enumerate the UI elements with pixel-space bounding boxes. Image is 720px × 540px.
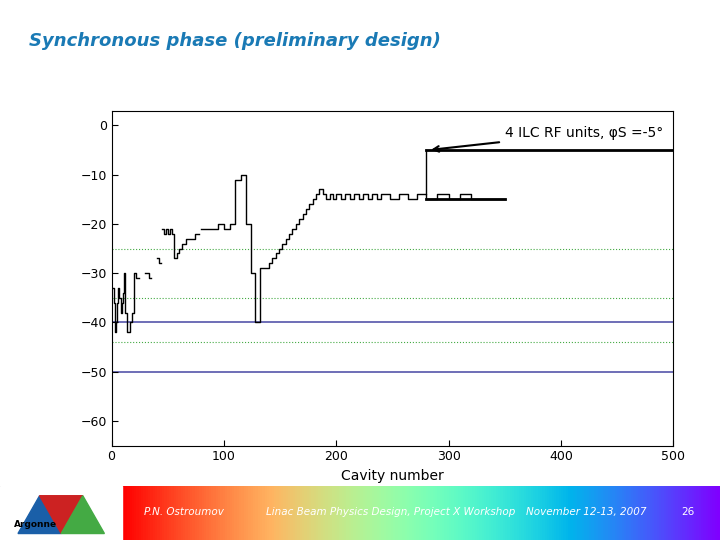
Polygon shape [61, 496, 104, 534]
Bar [0, 486, 122, 540]
Text: 26: 26 [682, 507, 695, 517]
X-axis label: Cavity number: Cavity number [341, 469, 444, 483]
Polygon shape [40, 496, 83, 534]
Text: Synchronous phase (preliminary design): Synchronous phase (preliminary design) [29, 32, 441, 50]
Polygon shape [18, 496, 61, 534]
Text: Linac Beam Physics Design, Project X Workshop: Linac Beam Physics Design, Project X Wor… [266, 507, 516, 517]
Text: November 12-13, 2007: November 12-13, 2007 [526, 507, 646, 517]
Text: P.N. Ostroumov: P.N. Ostroumov [144, 507, 224, 517]
Text: Argonne: Argonne [14, 520, 58, 529]
Text: 4 ILC RF units, φS =-5°: 4 ILC RF units, φS =-5° [433, 126, 663, 152]
